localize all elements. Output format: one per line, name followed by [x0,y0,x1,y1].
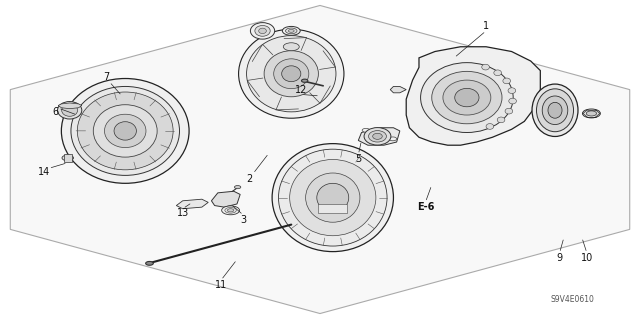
Ellipse shape [246,36,336,112]
Ellipse shape [289,29,294,32]
Ellipse shape [505,108,513,114]
Ellipse shape [372,133,382,139]
Ellipse shape [282,66,301,82]
Ellipse shape [274,59,309,89]
Ellipse shape [582,109,600,118]
Polygon shape [318,204,348,213]
Ellipse shape [497,117,505,123]
Ellipse shape [455,88,479,107]
Polygon shape [406,47,540,145]
Ellipse shape [420,63,513,132]
Text: 12: 12 [294,85,307,95]
Polygon shape [176,199,208,209]
Ellipse shape [369,130,387,142]
Ellipse shape [284,43,300,51]
Ellipse shape [250,23,275,39]
Text: S9V4E0610: S9V4E0610 [550,295,594,304]
Ellipse shape [77,92,173,170]
Ellipse shape [509,98,516,104]
Ellipse shape [503,78,511,84]
Ellipse shape [301,79,308,82]
Polygon shape [211,191,240,207]
Text: 5: 5 [355,154,362,165]
Ellipse shape [61,104,77,116]
Text: 7: 7 [103,72,109,82]
Ellipse shape [306,173,360,222]
Ellipse shape [146,262,154,265]
Ellipse shape [58,101,82,119]
Text: 3: 3 [240,215,246,225]
Ellipse shape [221,206,239,215]
Ellipse shape [364,128,391,145]
Polygon shape [64,154,72,162]
Ellipse shape [225,207,236,213]
Ellipse shape [548,102,562,118]
Text: 1: 1 [483,21,489,31]
Ellipse shape [272,144,394,252]
Ellipse shape [532,84,578,137]
Text: 6: 6 [52,107,58,117]
Polygon shape [58,103,82,109]
Ellipse shape [317,183,349,212]
Ellipse shape [259,28,266,33]
Ellipse shape [93,105,157,157]
Text: 2: 2 [246,174,253,183]
Ellipse shape [389,137,397,141]
Ellipse shape [255,26,270,36]
Ellipse shape [282,26,300,35]
Ellipse shape [290,160,376,236]
Ellipse shape [104,114,146,148]
Ellipse shape [234,186,241,189]
Ellipse shape [278,149,387,246]
Ellipse shape [432,71,502,124]
Text: 11: 11 [215,280,227,290]
Ellipse shape [285,28,297,34]
Ellipse shape [486,123,493,129]
Ellipse shape [542,96,568,124]
Text: 14: 14 [38,167,51,177]
Text: E-6: E-6 [417,202,434,212]
Text: 13: 13 [177,209,189,219]
Ellipse shape [264,51,319,97]
Ellipse shape [114,122,136,140]
Ellipse shape [362,128,370,132]
Ellipse shape [482,64,490,70]
Ellipse shape [586,111,596,116]
Ellipse shape [227,209,234,212]
Ellipse shape [62,155,74,161]
Ellipse shape [508,88,516,93]
Text: 10: 10 [581,253,593,263]
Ellipse shape [443,80,491,115]
Ellipse shape [239,29,344,118]
Polygon shape [358,128,400,145]
Ellipse shape [494,70,502,76]
Polygon shape [10,5,630,314]
Ellipse shape [71,86,179,175]
Polygon shape [390,86,406,93]
Text: 9: 9 [556,253,563,263]
Ellipse shape [61,78,189,183]
Ellipse shape [536,89,573,132]
